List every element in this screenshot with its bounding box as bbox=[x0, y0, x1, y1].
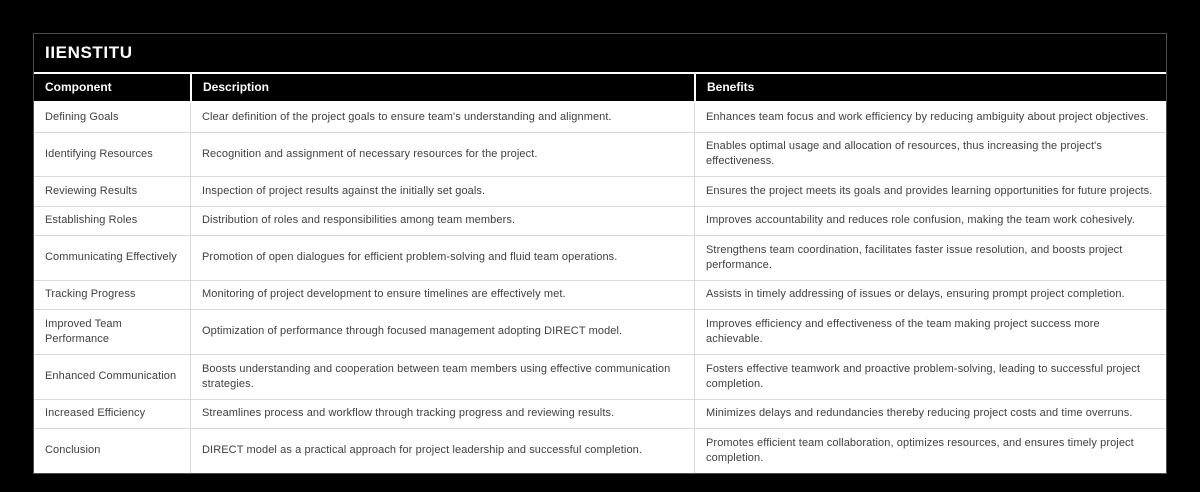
description-cell: Boosts understanding and cooperation bet… bbox=[190, 354, 694, 399]
benefits-cell: Improves efficiency and effectiveness of… bbox=[694, 309, 1167, 355]
table-row: Enhanced Communication Boosts understand… bbox=[34, 354, 1167, 399]
component-cell: Reviewing Results bbox=[34, 176, 190, 206]
table-title: IIENSTITU bbox=[34, 34, 1167, 74]
component-cell: Enhanced Communication bbox=[34, 354, 190, 399]
description-cell: Optimization of performance through focu… bbox=[190, 309, 694, 355]
component-cell: Increased Efficiency bbox=[34, 398, 190, 429]
column-header-description: Description bbox=[190, 73, 694, 104]
component-cell: Establishing Roles bbox=[34, 205, 190, 236]
description-cell: Distribution of roles and responsibiliti… bbox=[190, 205, 694, 236]
description-cell: DIRECT model as a practical approach for… bbox=[190, 428, 694, 473]
direct-model-table: IIENSTITU Component Description Benefits… bbox=[33, 33, 1167, 474]
description-cell: Inspection of project results against th… bbox=[190, 176, 694, 206]
component-cell: Conclusion bbox=[34, 428, 190, 473]
benefits-cell: Strengthens team coordination, facilitat… bbox=[694, 235, 1167, 280]
table-row: Establishing Roles Distribution of roles… bbox=[34, 205, 1167, 236]
table-row: Communicating Effectively Promotion of o… bbox=[34, 235, 1167, 280]
component-cell: Defining Goals bbox=[34, 103, 190, 132]
description-cell: Promotion of open dialogues for efficien… bbox=[190, 235, 694, 280]
benefits-cell: Minimizes delays and redundancies thereb… bbox=[694, 398, 1167, 429]
column-header-row: Component Description Benefits bbox=[34, 73, 1167, 104]
table-row: Increased Efficiency Streamlines process… bbox=[34, 398, 1167, 429]
description-cell: Streamlines process and workflow through… bbox=[190, 398, 694, 429]
table-row: Improved Team Performance Optimization o… bbox=[34, 309, 1167, 355]
table-body: Defining Goals Clear definition of the p… bbox=[34, 103, 1167, 473]
component-cell: Tracking Progress bbox=[34, 279, 190, 310]
component-cell: Improved Team Performance bbox=[34, 309, 190, 355]
component-cell: Communicating Effectively bbox=[34, 235, 190, 280]
column-header-benefits: Benefits bbox=[694, 73, 1167, 104]
benefits-cell: Promotes efficient team collaboration, o… bbox=[694, 428, 1167, 473]
benefits-cell: Improves accountability and reduces role… bbox=[694, 205, 1167, 236]
description-cell: Clear definition of the project goals to… bbox=[190, 103, 694, 132]
data-table: IIENSTITU Component Description Benefits… bbox=[34, 34, 1167, 473]
component-cell: Identifying Resources bbox=[34, 131, 190, 177]
description-cell: Recognition and assignment of necessary … bbox=[190, 131, 694, 177]
column-header-component: Component bbox=[34, 73, 190, 104]
table-row: Identifying Resources Recognition and as… bbox=[34, 131, 1167, 177]
benefits-cell: Enables optimal usage and allocation of … bbox=[694, 131, 1167, 177]
benefits-cell: Ensures the project meets its goals and … bbox=[694, 176, 1167, 206]
benefits-cell: Enhances team focus and work efficiency … bbox=[694, 103, 1167, 132]
table-row: Defining Goals Clear definition of the p… bbox=[34, 103, 1167, 132]
table-row: Conclusion DIRECT model as a practical a… bbox=[34, 428, 1167, 473]
table-row: Reviewing Results Inspection of project … bbox=[34, 176, 1167, 206]
benefits-cell: Fosters effective teamwork and proactive… bbox=[694, 354, 1167, 399]
title-row: IIENSTITU bbox=[34, 34, 1167, 74]
description-cell: Monitoring of project development to ens… bbox=[190, 279, 694, 310]
benefits-cell: Assists in timely addressing of issues o… bbox=[694, 279, 1167, 310]
table-row: Tracking Progress Monitoring of project … bbox=[34, 279, 1167, 310]
